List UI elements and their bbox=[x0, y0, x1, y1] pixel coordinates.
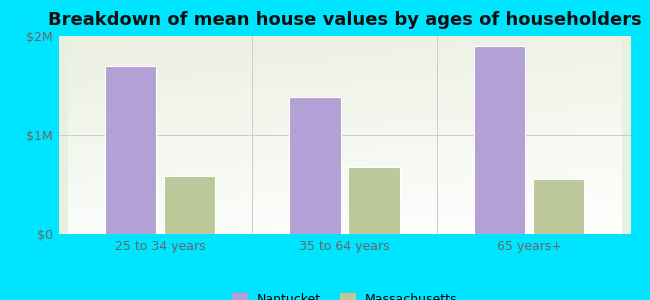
Title: Breakdown of mean house values by ages of householders: Breakdown of mean house values by ages o… bbox=[47, 11, 642, 29]
Bar bbox=[348, 167, 400, 234]
Bar bbox=[164, 176, 215, 234]
Bar bbox=[533, 178, 584, 234]
Bar bbox=[474, 46, 525, 234]
Bar bbox=[289, 98, 341, 234]
Bar bbox=[105, 66, 156, 234]
Legend: Nantucket, Massachusetts: Nantucket, Massachusetts bbox=[227, 288, 462, 300]
